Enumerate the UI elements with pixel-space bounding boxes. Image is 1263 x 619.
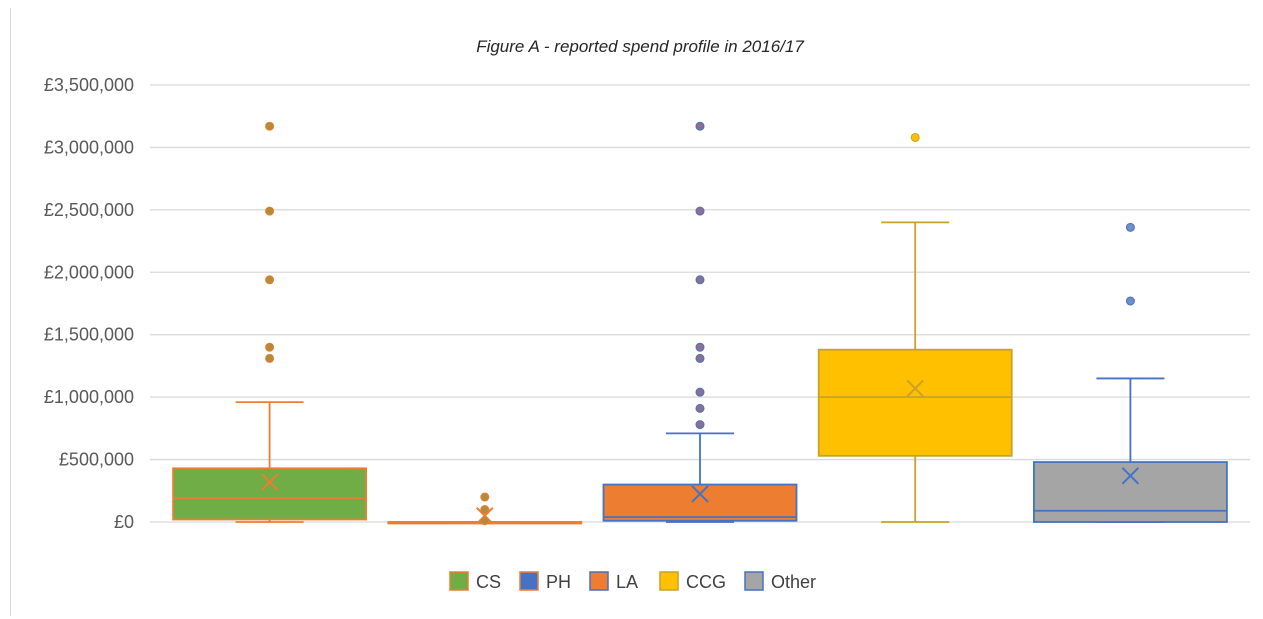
chart-left-border — [10, 8, 11, 616]
outlier-point — [695, 353, 705, 363]
y-tick-label: £3,500,000 — [44, 75, 134, 95]
outlier-point — [695, 420, 705, 430]
mean-marker — [476, 507, 494, 525]
legend-swatch — [744, 571, 764, 591]
outlier-point — [480, 516, 490, 526]
y-tick-label: £0 — [114, 512, 134, 532]
legend-label: CS — [476, 572, 501, 592]
outlier-point — [695, 275, 705, 285]
y-tick-label: £500,000 — [59, 450, 134, 470]
legend-item: CS — [449, 571, 501, 592]
legend-swatch — [659, 571, 679, 591]
outlier-point — [1125, 222, 1135, 232]
outlier-point — [265, 342, 275, 352]
outlier-point — [265, 121, 275, 131]
legend-item: CCG — [659, 571, 726, 592]
outlier-point — [265, 206, 275, 216]
outlier-point — [695, 206, 705, 216]
outlier-point — [695, 342, 705, 352]
outlier-point — [695, 403, 705, 413]
y-axis-tick-labels: £0 £500,000 £1,000,000 £1,500,000 £2,000,000… — [44, 75, 134, 532]
y-tick-label: £3,000,000 — [44, 137, 134, 157]
outlier-point — [910, 132, 920, 142]
box-body — [172, 467, 368, 521]
box-group — [387, 492, 583, 526]
y-tick-label: £1,000,000 — [44, 387, 134, 407]
outlier-point — [695, 121, 705, 131]
outlier-point — [265, 353, 275, 363]
legend-item: Other — [744, 571, 816, 592]
box-group — [172, 121, 368, 523]
legend-item: LA — [589, 571, 638, 592]
y-tick-label: £1,500,000 — [44, 325, 134, 345]
box-series — [172, 121, 1228, 526]
outlier-point — [480, 492, 490, 502]
y-tick-label: £2,000,000 — [44, 262, 134, 282]
legend: CS PH LA CCG Other — [449, 571, 816, 592]
box-body — [1033, 461, 1228, 523]
outlier-point — [695, 387, 705, 397]
y-tick-label: £2,500,000 — [44, 200, 134, 220]
legend-swatch — [519, 571, 539, 591]
box-group — [817, 132, 1013, 523]
box-body — [602, 483, 798, 522]
legend-swatch — [589, 571, 609, 591]
box-group — [602, 121, 798, 523]
mean-marker — [1121, 467, 1140, 485]
mean-marker — [906, 379, 924, 398]
legend-label: LA — [616, 572, 638, 592]
outlier-point — [265, 275, 275, 285]
legend-label: Other — [771, 572, 816, 592]
legend-swatch — [449, 571, 469, 591]
chart-title: Figure A - reported spend profile in 201… — [476, 37, 804, 56]
outlier-point — [480, 505, 490, 515]
box-group — [1033, 222, 1228, 523]
legend-item: PH — [519, 571, 571, 592]
legend-label: PH — [546, 572, 571, 592]
mean-marker — [691, 485, 709, 503]
box-body — [817, 348, 1013, 457]
mean-marker — [260, 473, 279, 491]
outlier-point — [1125, 296, 1135, 306]
legend-label: CCG — [686, 572, 726, 592]
